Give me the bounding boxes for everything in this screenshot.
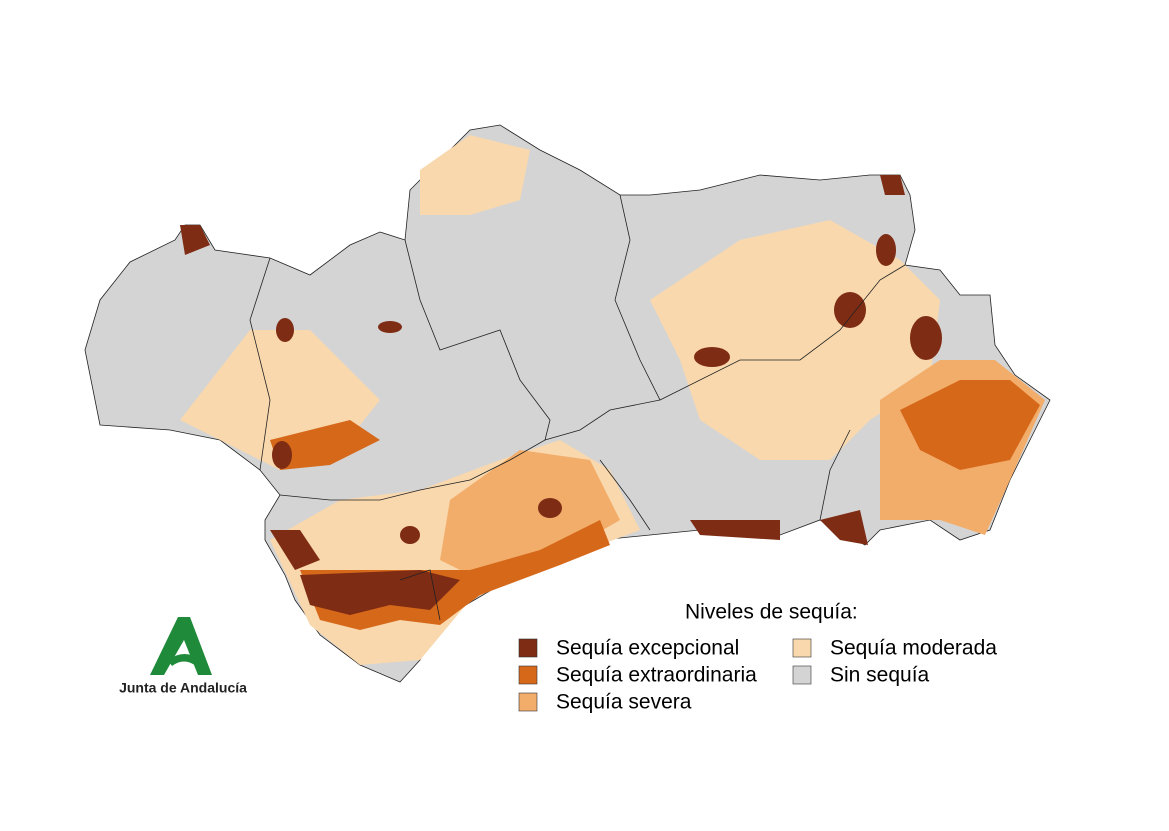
legend-swatch [518, 665, 538, 685]
legend-label: Sequía extraordinaria [556, 664, 757, 687]
zone [690, 520, 780, 540]
legend-swatch [518, 692, 538, 712]
zone [650, 220, 940, 460]
province-border [279, 194, 661, 501]
province-border [599, 459, 651, 531]
zone [420, 135, 530, 215]
province-border [659, 264, 906, 401]
logo: Junta de Andalucía [119, 617, 247, 696]
zone [694, 347, 730, 367]
legend-title: Niveles de sequía: [685, 601, 858, 624]
logo-text: Junta de Andalucía [119, 680, 247, 696]
province-border [819, 429, 851, 521]
zone [270, 420, 380, 470]
legend-label: Sequía moderada [830, 637, 997, 660]
legend-label: Sequía excepcional [556, 637, 739, 660]
zone [180, 225, 210, 255]
zone [900, 380, 1040, 470]
zone [400, 526, 420, 544]
logo-mark [168, 654, 200, 666]
legend-swatch [792, 638, 812, 658]
drought-map [84, 124, 1051, 683]
province-border [399, 569, 441, 621]
zone [378, 321, 402, 333]
legend-label: Sin sequía [830, 664, 930, 687]
legend-swatch [792, 665, 812, 685]
zone [440, 450, 620, 580]
zone [276, 318, 294, 342]
zone [880, 175, 905, 195]
zone [538, 498, 562, 518]
province-border [404, 239, 551, 441]
zone [876, 234, 896, 266]
legend-label: Sequía severa [556, 691, 692, 714]
zone [820, 510, 868, 545]
legend: Sequía excepcional Sequía extraordinaria S… [518, 637, 997, 714]
zone [910, 316, 942, 360]
province-border [249, 257, 271, 471]
zone [270, 530, 320, 570]
legend-swatch [518, 638, 538, 658]
zone [272, 441, 292, 469]
zone [300, 570, 460, 615]
zone [834, 292, 866, 328]
